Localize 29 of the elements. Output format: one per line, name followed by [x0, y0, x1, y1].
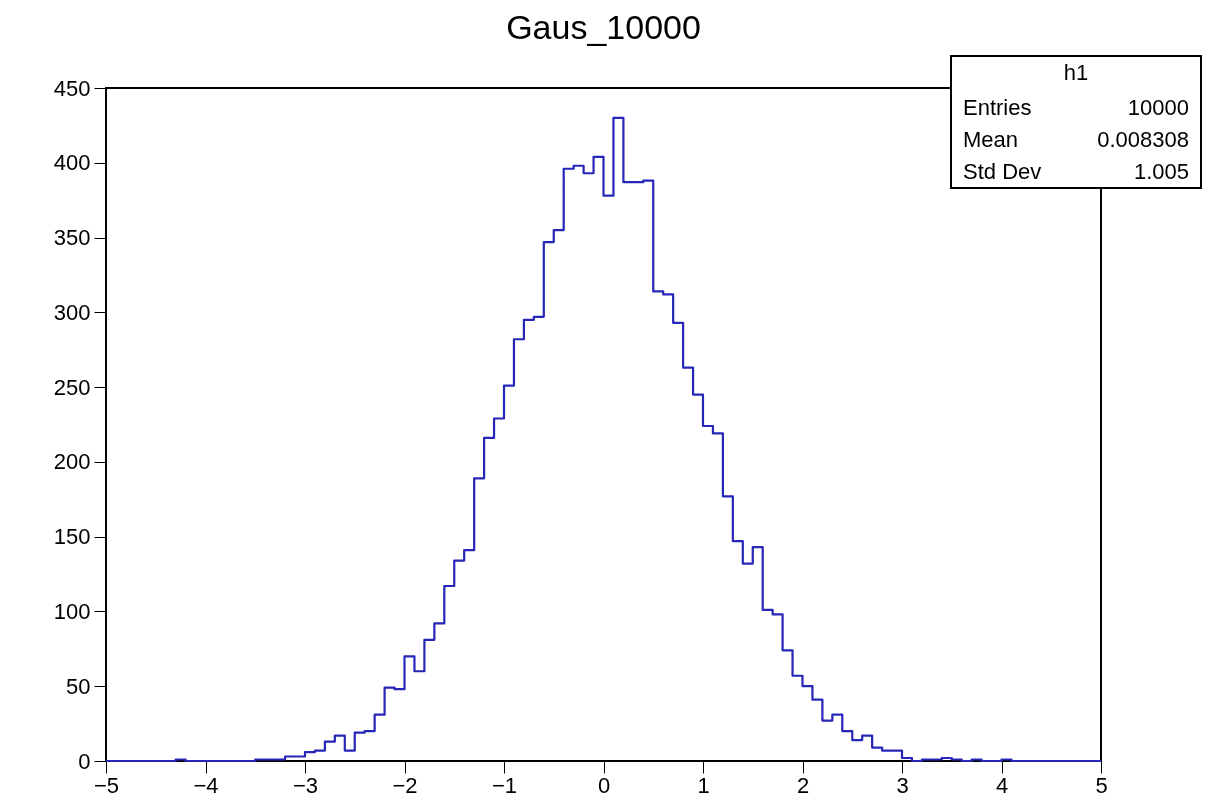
y-tick-label: 450 [53, 75, 91, 101]
annotation: Entries [963, 95, 1032, 120]
y-tick-label: 150 [53, 524, 91, 550]
y-tick-label: 350 [53, 225, 91, 251]
x-tick-label: 3 [896, 772, 909, 798]
y-tick-label: 300 [53, 299, 91, 325]
y-tick-label: 100 [53, 598, 91, 624]
y-tick-label: 50 [66, 673, 91, 699]
x-tick-label: 5 [1095, 772, 1108, 798]
x-tick-label: −3 [292, 772, 319, 798]
x-tick-label: 0 [597, 772, 611, 798]
chart-title: Gaus_10000 [506, 8, 701, 46]
x-tick-label: 4 [995, 772, 1009, 798]
text: h1 [1063, 60, 1089, 85]
y-tick-label: 250 [53, 374, 91, 400]
y-tick-label: 0 [78, 748, 91, 774]
annotation: 0.008308 [1097, 127, 1189, 152]
x-tick-label: 1 [697, 772, 710, 798]
x-tick-label: −5 [93, 772, 120, 798]
text: 10000 [1127, 95, 1189, 120]
x-tick-label: 2 [796, 772, 810, 798]
annotation: Mean [963, 127, 1019, 152]
x-tick-label: −1 [491, 772, 518, 798]
y-tick-label: 400 [53, 150, 91, 176]
x-tick-label: −4 [193, 772, 219, 798]
x-tick-label: −2 [392, 772, 418, 798]
y-tick-label: 200 [53, 449, 91, 475]
text: 1.005 [1133, 159, 1189, 184]
annotation: Std Dev [963, 159, 1042, 184]
